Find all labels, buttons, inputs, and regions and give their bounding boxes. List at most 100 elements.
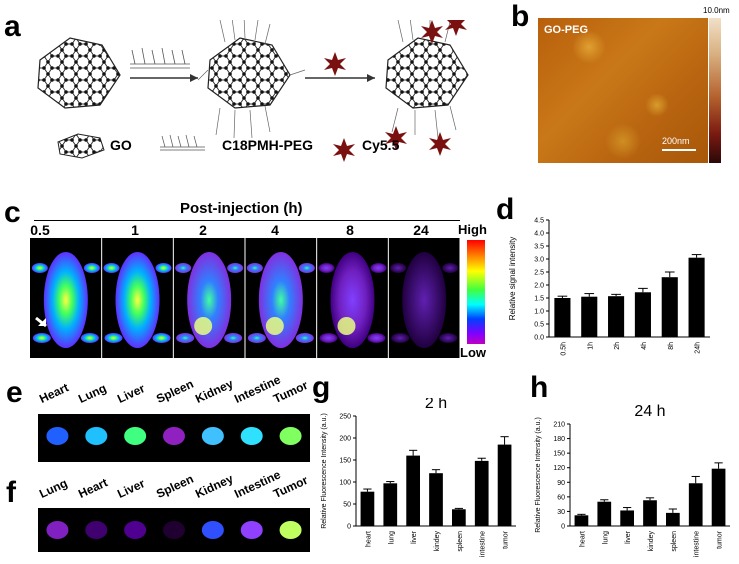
bar <box>597 501 612 526</box>
bar <box>574 515 589 526</box>
bar <box>608 296 625 337</box>
y-tick-label: 2.5 <box>534 270 544 277</box>
y-tick-label: 150 <box>553 451 565 458</box>
x-tick-label: heart <box>365 531 372 547</box>
legend-dye-label: Cy5.5 <box>362 137 400 153</box>
polymer-strand-graphic <box>130 47 190 69</box>
x-tick-label: intestine <box>694 531 701 557</box>
panel-f-letter: f <box>6 476 16 509</box>
y-tick-label: 200 <box>339 436 351 443</box>
y-tick-label: 180 <box>553 436 565 443</box>
organs-e-image <box>38 414 310 462</box>
mouse-body <box>187 252 232 348</box>
bar <box>406 455 420 526</box>
organ-image <box>163 521 185 539</box>
panel-g-letter: g <box>312 371 331 404</box>
panel-c-letter: c <box>4 196 21 229</box>
mouse-limb <box>227 263 244 273</box>
afm-image: GO-PEG 200nm <box>538 18 708 163</box>
bar <box>497 444 512 526</box>
organ-image <box>240 521 263 539</box>
mouse-limb <box>319 333 338 343</box>
y-tick-label: 3.0 <box>534 257 544 264</box>
x-tick-label: lung <box>388 531 395 544</box>
x-tick-label: liver <box>625 530 632 544</box>
mouse-limb <box>390 263 407 273</box>
organ-images-svg <box>46 427 302 445</box>
organ-image <box>46 521 69 539</box>
y-tick-label: 4.5 <box>534 218 544 225</box>
organ-image <box>85 521 108 539</box>
mouse-limb <box>318 263 335 273</box>
bar <box>452 509 466 526</box>
mouse-imaging-row <box>30 238 461 358</box>
mouse-limb <box>83 263 100 273</box>
x-tick-label: 24h <box>695 342 702 354</box>
y-axis-label: Relative Fluorescence Intensity (a.u.) <box>321 413 328 529</box>
organ-label: Spleen <box>154 376 196 406</box>
scale-bar <box>662 149 696 151</box>
bar <box>383 483 398 526</box>
bar <box>554 298 571 337</box>
x-tick-label: intestine <box>480 531 487 557</box>
y-tick-label: 120 <box>553 465 565 472</box>
chart-g: 0 50 100 150 200 250 Relative Fluorescence Int… <box>321 398 516 557</box>
go-peg-cy55-graphic <box>385 37 469 109</box>
time-label-4: 4 <box>271 222 279 238</box>
y-tick-label: 250 <box>339 414 351 421</box>
mouse-limb <box>298 263 315 273</box>
bar <box>634 292 651 337</box>
y-tick-label: 1.0 <box>534 309 544 316</box>
time-label-24: 24 <box>413 222 429 238</box>
x-tick-label: heart <box>579 531 586 547</box>
chart-d: 0.0 0.5 1.0 1.5 2.0 2.5 3.0 3.5 4.0 4.5 Relative s… <box>508 218 710 356</box>
mouse-limb <box>155 263 172 273</box>
bar <box>429 473 443 526</box>
go-peg-sheet-graphic <box>207 37 291 109</box>
x-tick-label: spleen <box>457 531 464 552</box>
y-tick-label: 50 <box>343 502 351 509</box>
mouse-body <box>330 252 375 348</box>
fluorescence-colorbar <box>467 240 485 344</box>
chart-title: 24 h <box>634 403 665 420</box>
y-tick-label: 60 <box>557 494 565 501</box>
x-tick-label: 4h <box>641 342 648 350</box>
y-tick-label: 4.0 <box>534 231 544 238</box>
organ-label: Liver <box>115 476 148 501</box>
mouse-limb <box>152 333 171 343</box>
afm-height-colorbar <box>709 18 721 163</box>
go-sheet-graphic <box>37 37 121 109</box>
organ-image <box>85 427 108 445</box>
panel-a-letter: a <box>4 10 21 43</box>
time-label-2: 2 <box>199 222 207 238</box>
organ-label: Liver <box>115 381 148 406</box>
organ-image <box>201 427 224 445</box>
bar <box>661 277 678 337</box>
panel-d-letter: d <box>496 193 515 226</box>
chart-title: 2 h <box>425 398 447 412</box>
organ-label: Kidney <box>192 471 236 501</box>
mouse-limb <box>32 333 51 343</box>
x-tick-label: lung <box>602 531 609 544</box>
mouse-body <box>402 252 447 348</box>
y-tick-label: 0.0 <box>534 335 544 342</box>
x-tick-label: tumor <box>717 530 724 549</box>
mouse-images-svg <box>31 238 461 358</box>
y-tick-label: 2.0 <box>534 283 544 290</box>
y-tick-label: 100 <box>339 480 351 487</box>
organs-f-image <box>38 508 310 552</box>
chart-h: 0 30 60 90 120 150 180 210 Relative Fluorescence… <box>535 403 730 557</box>
panel-b-letter: b <box>511 0 530 33</box>
afm-image-label: GO-PEG <box>544 24 589 36</box>
y-tick-label: 3.5 <box>534 244 544 251</box>
time-label-1: 1 <box>131 222 139 238</box>
tumor-signal <box>265 317 284 335</box>
bar <box>474 460 489 526</box>
legend-go-label: GO <box>110 137 132 153</box>
organ-label: Lung <box>76 380 109 406</box>
panel-h-letter: h <box>530 371 549 404</box>
scale-bar-label: 200nm <box>662 136 690 146</box>
mouse-limb <box>370 263 387 273</box>
mouse-body <box>43 252 88 348</box>
mouse-body <box>115 252 160 348</box>
